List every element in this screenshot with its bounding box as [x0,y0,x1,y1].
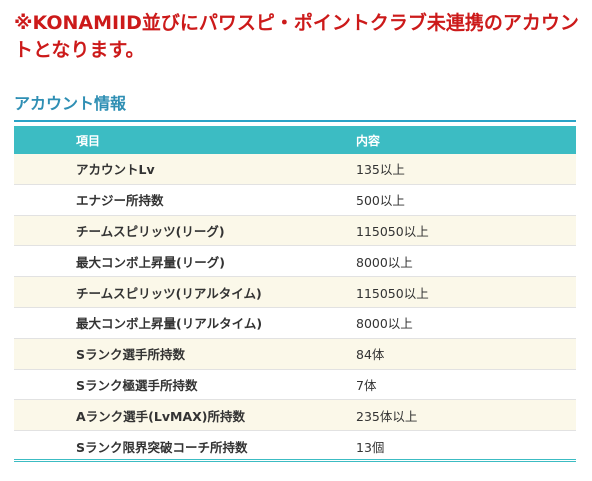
table-row: 最大コンボ上昇量(リアルタイム) 8000以上 [14,307,576,339]
row-item-label: 最大コンボ上昇量(リーグ) [14,245,356,278]
row-item-label: Sランク限界突破コーチ所持数 [14,430,356,462]
row-item-label: エナジー所持数 [14,184,356,216]
table-row: Sランク限界突破コーチ所持数 13個 [14,430,576,462]
row-item-value: 500以上 [356,184,576,216]
row-item-value: 115050以上 [356,276,576,308]
table-row: チームスピリッツ(リアルタイム) 115050以上 [14,276,576,308]
table-row: アカウントLv 135以上 [14,154,576,185]
column-header-content: 内容 [356,133,381,148]
table-row: エナジー所持数 500以上 [14,184,576,216]
table-row: Sランク極選手所持数 7体 [14,369,576,401]
row-item-value: 235体以上 [356,399,576,432]
section-title: アカウント情報 [14,94,127,113]
account-info-table: 項目 内容 アカウントLv 135以上 エナジー所持数 500以上 チームスピリ… [14,126,576,462]
row-item-label: チームスピリッツ(リアルタイム) [14,276,356,308]
table-row: 最大コンボ上昇量(リーグ) 8000以上 [14,245,576,278]
row-item-label: アカウントLv [14,154,356,185]
notice-text: ※KONAMIID並びにパワスピ・ポイントクラブ未連携のアカウントとなります。 [14,12,579,61]
table-row: チームスピリッツ(リーグ) 115050以上 [14,215,576,247]
table-row: Sランク選手所持数 84体 [14,338,576,370]
row-item-label: チームスピリッツ(リーグ) [14,215,356,247]
row-item-label: Sランク選手所持数 [14,338,356,370]
row-item-value: 8000以上 [356,245,576,278]
section-divider [14,120,576,122]
row-item-value: 115050以上 [356,215,576,247]
row-item-label: 最大コンボ上昇量(リアルタイム) [14,307,356,339]
row-item-value: 84体 [356,338,576,370]
table-bottom-divider [14,459,576,462]
row-item-value: 8000以上 [356,307,576,339]
row-item-value: 135以上 [356,154,576,185]
table-row: Aランク選手(LvMAX)所持数 235体以上 [14,399,576,432]
row-item-label: Sランク極選手所持数 [14,369,356,401]
column-header-item: 項目 [76,133,101,148]
row-item-value: 7体 [356,369,576,401]
table-header-row: 項目 内容 [14,126,576,154]
row-item-label: Aランク選手(LvMAX)所持数 [14,399,356,432]
row-item-value: 13個 [356,430,576,462]
